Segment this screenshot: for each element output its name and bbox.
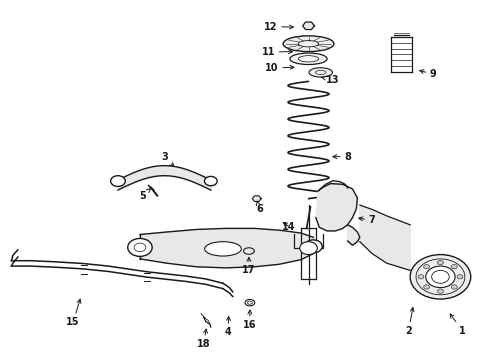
Polygon shape [252, 196, 261, 202]
Text: 15: 15 [66, 299, 81, 327]
Circle shape [438, 289, 443, 293]
Text: 1: 1 [450, 314, 466, 336]
Text: 13: 13 [321, 75, 340, 85]
Circle shape [451, 285, 457, 289]
Text: 10: 10 [265, 63, 294, 73]
Circle shape [204, 176, 217, 186]
Circle shape [424, 285, 430, 289]
Circle shape [410, 255, 471, 299]
Circle shape [305, 240, 322, 253]
Ellipse shape [244, 248, 254, 254]
Text: 3: 3 [161, 152, 174, 166]
Circle shape [438, 260, 443, 265]
Text: 11: 11 [262, 47, 293, 57]
Circle shape [451, 265, 457, 269]
Ellipse shape [309, 68, 332, 77]
Circle shape [457, 275, 463, 279]
Circle shape [418, 275, 424, 279]
Text: 2: 2 [405, 307, 414, 336]
Ellipse shape [205, 242, 242, 256]
Polygon shape [347, 225, 360, 245]
Polygon shape [140, 228, 314, 268]
Text: 16: 16 [243, 310, 257, 330]
Text: 12: 12 [264, 22, 294, 32]
Text: 9: 9 [420, 69, 437, 79]
Text: 7: 7 [359, 215, 375, 225]
Text: 5: 5 [139, 189, 150, 201]
Text: 17: 17 [242, 257, 256, 275]
Polygon shape [316, 184, 357, 231]
Circle shape [424, 265, 430, 269]
Polygon shape [303, 22, 315, 30]
Ellipse shape [245, 300, 255, 306]
Polygon shape [360, 205, 410, 270]
Circle shape [111, 176, 125, 186]
Circle shape [300, 242, 318, 255]
Text: 4: 4 [224, 316, 231, 337]
Text: 18: 18 [196, 329, 210, 349]
Ellipse shape [283, 36, 334, 51]
Text: 8: 8 [333, 152, 351, 162]
Ellipse shape [290, 53, 327, 64]
Text: 14: 14 [282, 222, 296, 231]
Circle shape [426, 266, 455, 288]
Circle shape [128, 238, 152, 256]
Text: 6: 6 [256, 201, 263, 215]
